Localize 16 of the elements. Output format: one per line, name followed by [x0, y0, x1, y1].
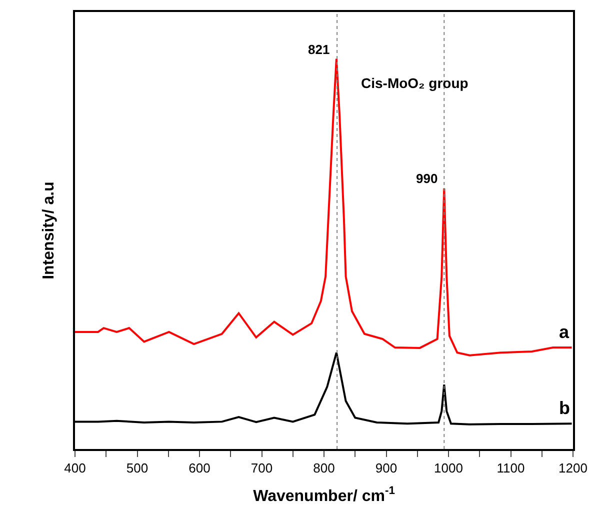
x-tick-label: 700 — [250, 460, 273, 476]
series-label: a — [559, 322, 570, 342]
x-tick-label: 1000 — [434, 460, 463, 476]
series-label: b — [559, 398, 570, 418]
annotation: 821 — [308, 42, 330, 57]
x-tick-label: 800 — [313, 460, 335, 476]
annotation: 990 — [416, 171, 438, 186]
x-tick-label: 400 — [64, 460, 86, 476]
x-tick-label: 600 — [188, 460, 210, 476]
y-axis-title: Intensity/ a.u — [40, 182, 58, 280]
x-axis-title: Wavenumber/ cm$^{-1}$ — [253, 485, 395, 505]
annotation: Cis-MoO₂ group — [361, 75, 468, 91]
x-tick-label: 500 — [126, 460, 148, 476]
x-tick-label: 1100 — [496, 460, 525, 476]
x-tick-label: 900 — [375, 460, 398, 476]
x-tick-label: 1200 — [558, 460, 588, 476]
